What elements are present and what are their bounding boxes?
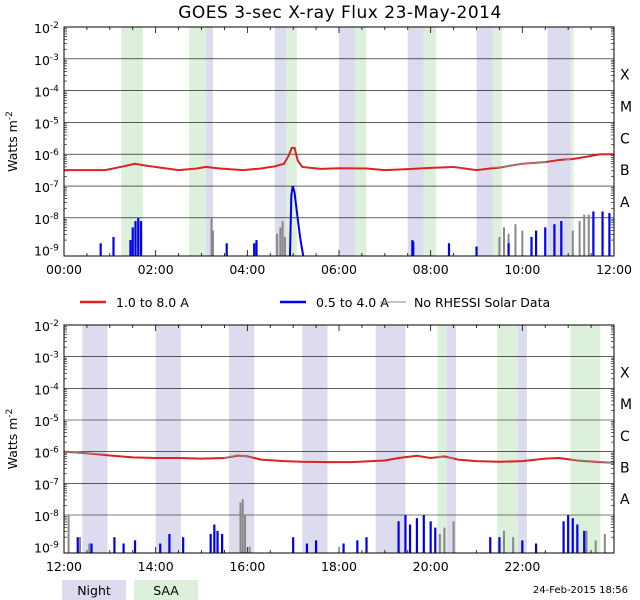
top-panel: 10-2 10-3 10-4 10-5 10-6 10-7 10-8 10-9 00:00 02:… [5,21,632,277]
shading-legend: Night SAA [62,580,198,600]
saa-band [570,27,574,256]
y-tick-label: 10-5 [34,116,59,131]
norhessi-line [224,454,253,459]
flare-class-label: X [620,68,630,84]
saa-band [121,27,143,256]
y-tick-label: 10-2 [34,319,59,334]
y-tick-label: 10-7 [34,180,59,195]
y-tick-label: 10-5 [34,414,59,429]
x-tick-label: 08:00 [413,262,449,277]
y-axis-label: Watts m-2 [5,409,20,470]
x-tick-label: 04:00 [229,262,265,277]
plot-frame [63,324,615,554]
saa-band [497,325,518,553]
legend-night-label: Night [77,583,111,598]
y-tick-label: 10-8 [34,509,59,524]
y-axis-label: Watts m-2 [5,111,20,172]
saa-band [437,325,447,553]
saa-band [492,27,502,256]
flare-class-label: B [620,461,630,477]
y-tick-label: 10-3 [34,351,59,366]
x-tick-label: 20:00 [413,559,449,574]
norhessi-line [63,451,106,455]
saa-band [355,27,367,256]
plot-frame [63,26,615,257]
night-band [446,325,456,553]
y-tick-label: 10-2 [34,21,59,36]
y-tick-label: 10-6 [34,148,59,163]
x-tick-label: 14:00 [138,559,174,574]
legend-short-label: 0.5 to 4.0 A [316,295,389,310]
night-band [547,27,571,256]
night-band [274,27,287,256]
night-band [407,27,424,256]
flare-class-label: M [620,397,632,413]
saa-band [423,27,437,256]
legend-saa-label: SAA [153,583,179,598]
night-band [339,27,356,256]
x-tick-label: 00:00 [46,262,82,277]
y-tick-label: 10-3 [34,53,59,68]
saa-band [570,325,601,553]
x-tick-label: 12:00 [596,262,632,277]
night-band [476,27,493,256]
x-tick-label: 22:00 [504,559,540,574]
x-tick-label: 12:00 [46,559,82,574]
short-series-line [288,185,305,257]
night-band [155,325,181,553]
x-tick-label: 10:00 [504,262,540,277]
flare-class-label: A [620,492,630,508]
norhessi-line [570,458,615,464]
flare-class-label: X [620,366,630,382]
y-tick-label: 10-9 [34,541,59,556]
flare-class-label: A [620,195,630,211]
y-tick-label: 10-6 [34,446,59,461]
x-tick-label: 02:00 [138,262,174,277]
legend-night-swatch [62,580,126,600]
flare-class-label: M [620,100,632,116]
legend-long-label: 1.0 to 8.0 A [116,295,189,310]
norhessi-line [563,158,571,162]
legend-saa-swatch [134,580,198,600]
flare-class-label: C [620,131,630,147]
x-tick-label: 18:00 [321,559,357,574]
legend-norhessi-label: No RHESSI Solar Data [414,295,550,310]
long-series-line [63,450,615,464]
x-tick-label: 06:00 [321,262,357,277]
chart-title: GOES 3-sec X-ray Flux 23-May-2014 [178,3,502,23]
saa-band [189,27,207,256]
y-tick-label: 10-9 [34,244,59,259]
night-band [82,325,108,553]
footer-timestamp: 24-Feb-2015 18:56 [533,585,628,596]
line-legend: 1.0 to 8.0 A 0.5 to 4.0 A No RHESSI Sola… [80,295,550,310]
norhessi-line [490,161,548,169]
flare-class-label: B [620,163,630,179]
bottom-panel: 10-2 10-3 10-4 10-5 10-6 10-7 10-8 10-9 12:00 14:… [5,319,632,574]
saa-band [286,27,297,256]
flare-class-label: C [620,429,630,445]
y-tick-label: 10-8 [34,212,59,227]
y-tick-label: 10-4 [34,85,59,100]
norhessi-line [437,455,454,460]
night-band [302,325,328,553]
night-band [375,325,406,553]
x-tick-label: 16:00 [229,559,265,574]
night-band [517,325,527,553]
night-band [229,325,255,553]
y-tick-label: 10-4 [34,382,59,397]
night-band [206,27,213,256]
y-tick-label: 10-7 [34,477,59,492]
